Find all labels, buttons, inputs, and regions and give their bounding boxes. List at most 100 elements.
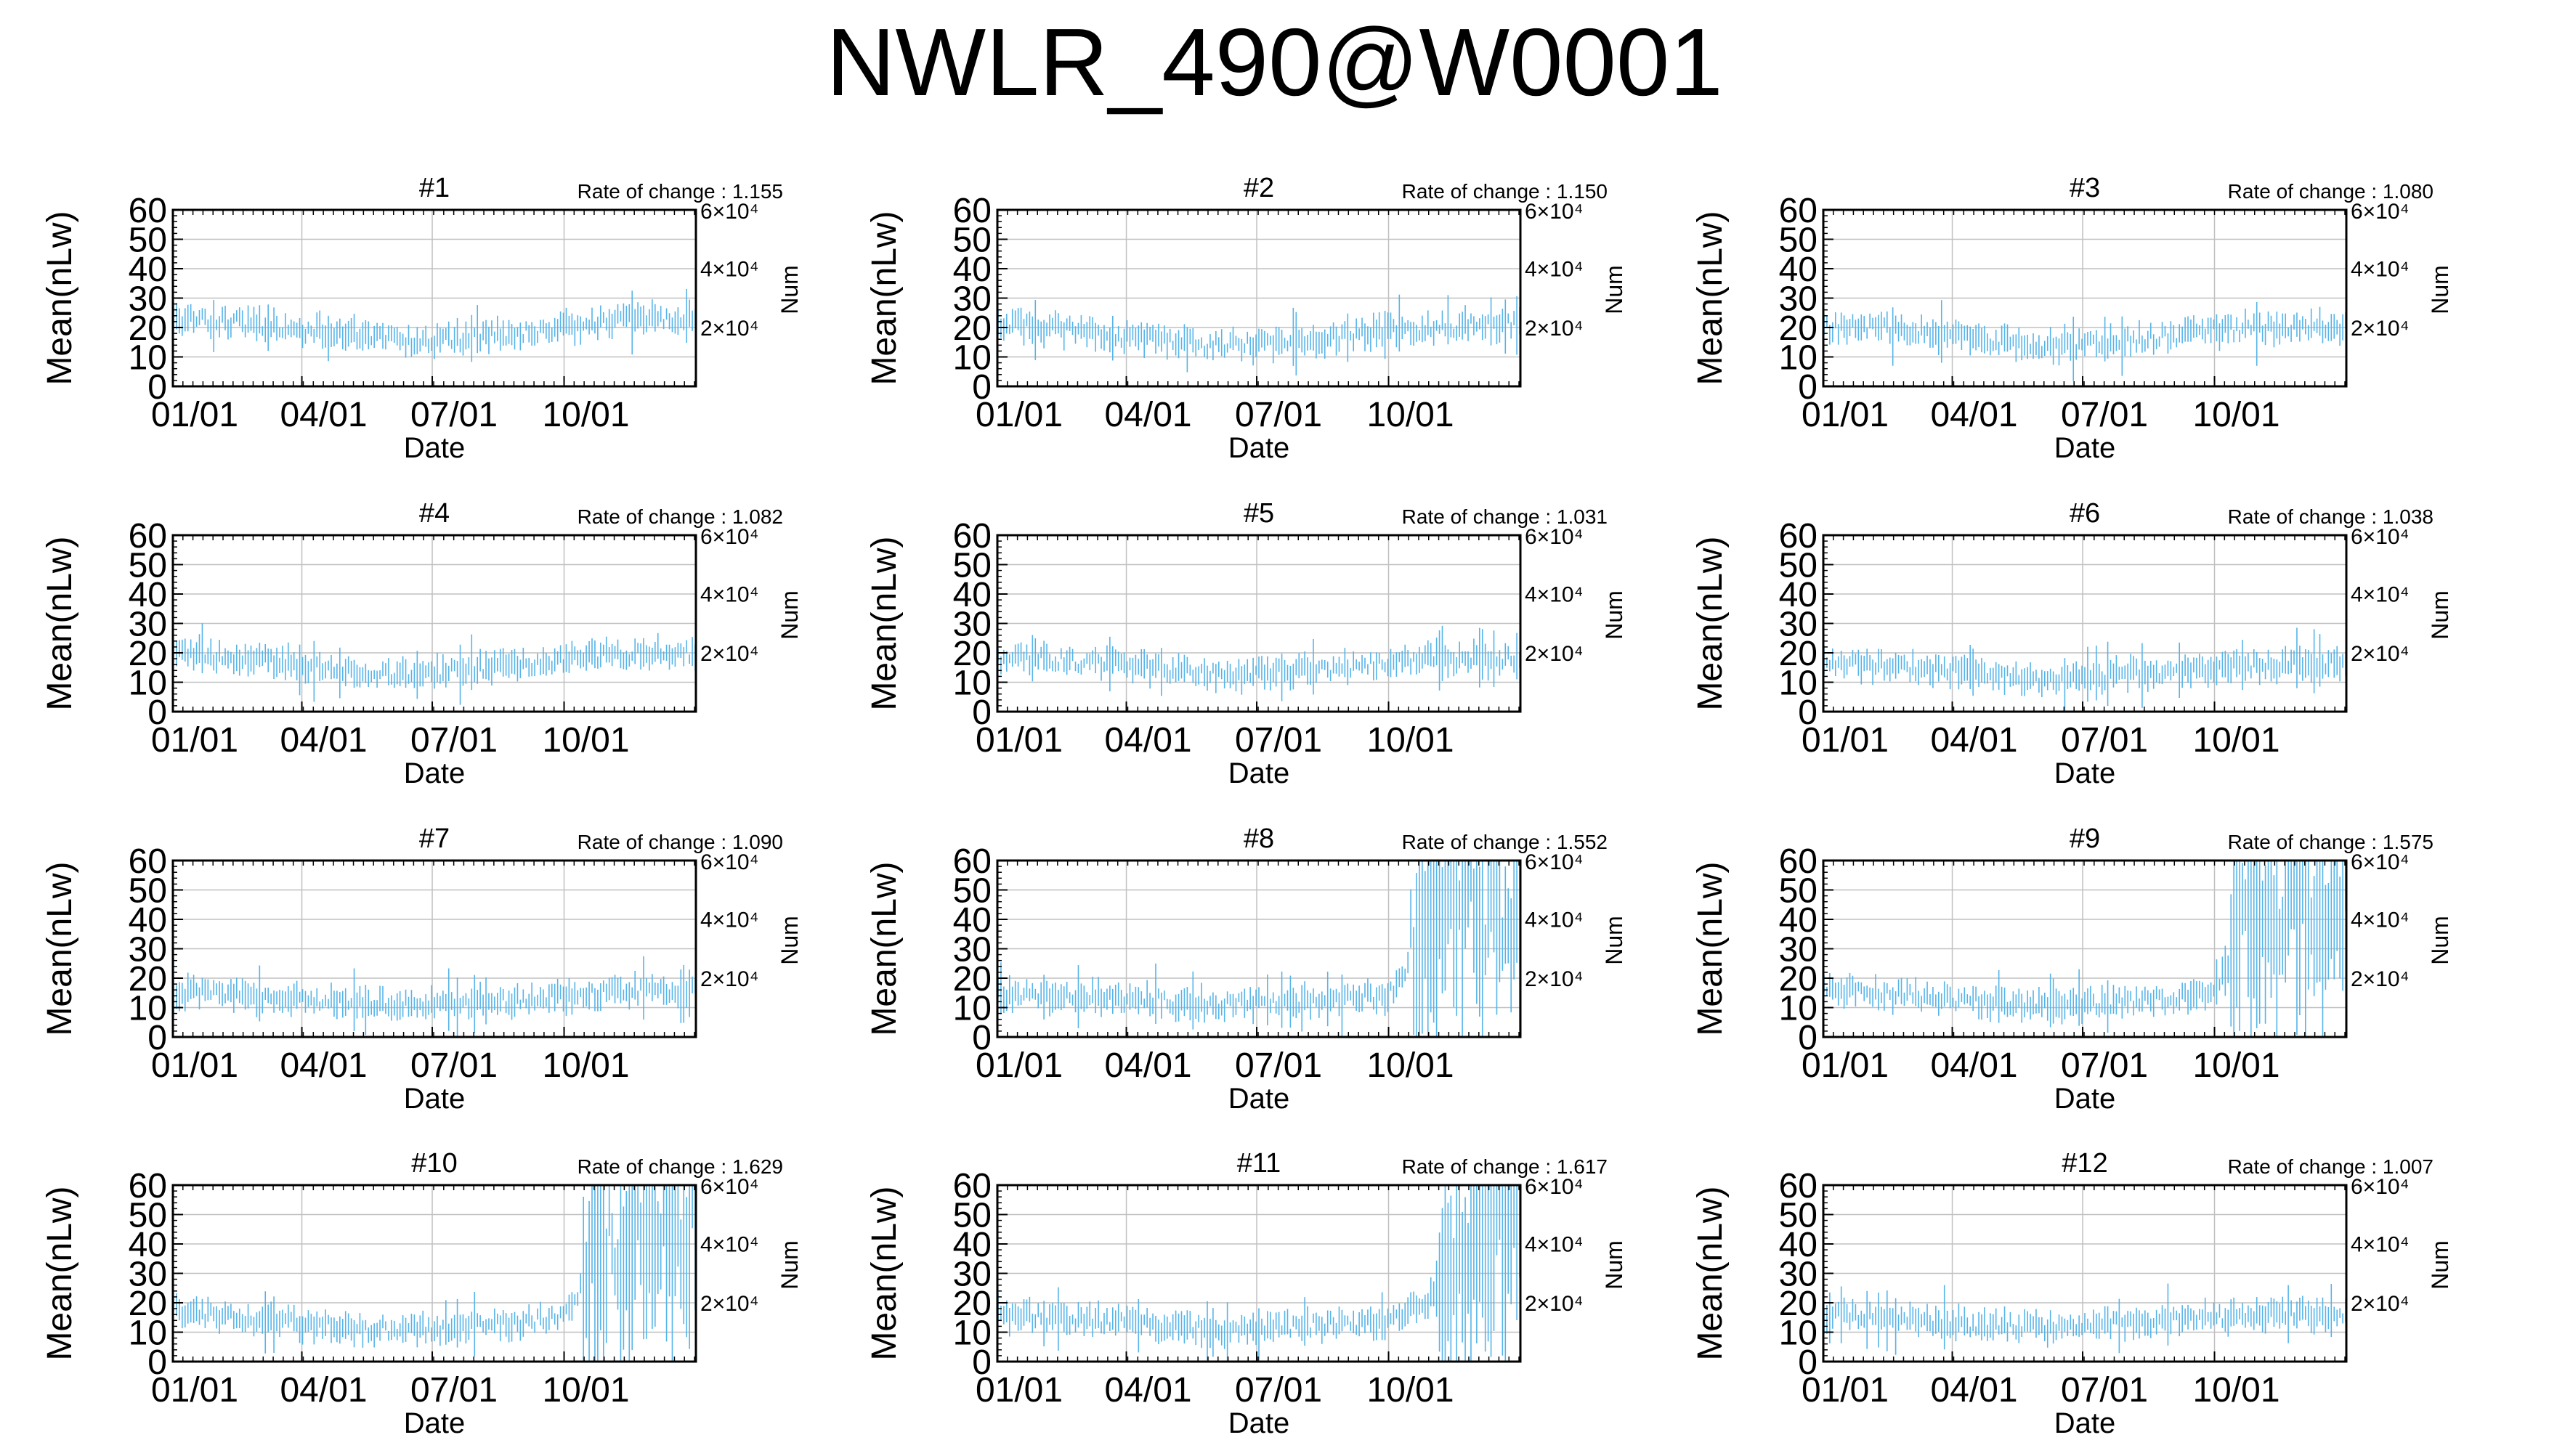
x-tick-label: 07/01 xyxy=(1235,1371,1322,1410)
x-tick-label: 10/01 xyxy=(2192,1046,2279,1085)
y-tick-label: 20 xyxy=(953,960,992,999)
x-tick-label: 07/01 xyxy=(410,1371,498,1410)
y-tick-label: 30 xyxy=(129,1256,167,1294)
panel-title: #8 xyxy=(1244,823,1274,854)
y-tick-label: 20 xyxy=(953,309,992,348)
series-errorbars xyxy=(1823,1283,2346,1355)
x-tick-label: 10/01 xyxy=(542,721,629,760)
y-tick-label: 10 xyxy=(1779,339,1817,378)
y-tick-label: 30 xyxy=(953,606,992,644)
x-tick-label: 10/01 xyxy=(542,1046,629,1085)
y-tick-label: 60 xyxy=(1779,842,1817,881)
y2-axis-label: Num xyxy=(777,916,803,965)
y-tick-label: 0 xyxy=(972,1019,992,1057)
y2-tick-label: 2×10⁴ xyxy=(1525,1292,1583,1316)
y2-tick-label: 4×10⁴ xyxy=(700,257,758,281)
x-tick-label: 04/01 xyxy=(1930,1046,2017,1085)
y-axis-label: Mean(nLw) xyxy=(41,861,79,1036)
y2-tick-label: 6×10⁴ xyxy=(1525,850,1583,874)
panel-title: #5 xyxy=(1244,498,1274,529)
series-errorbars xyxy=(997,1185,1520,1362)
series-errorbars xyxy=(1823,300,2346,381)
y2-tick-label: 4×10⁴ xyxy=(1525,582,1583,606)
y-tick-label: 20 xyxy=(129,309,167,348)
x-axis-label: Date xyxy=(404,1083,466,1115)
x-tick-label: 07/01 xyxy=(2061,396,2148,434)
x-tick-label: 07/01 xyxy=(410,396,498,434)
y-tick-label: 30 xyxy=(1779,280,1817,319)
y2-tick-label: 4×10⁴ xyxy=(700,582,758,606)
y-tick-label: 30 xyxy=(129,931,167,969)
y-tick-label: 50 xyxy=(1779,221,1817,260)
y2-axis-label: Num xyxy=(1601,590,1627,640)
x-tick-label: 01/01 xyxy=(976,1371,1063,1410)
y-axis-label: Mean(nLw) xyxy=(1691,536,1730,710)
rate-of-change-label: Rate of change : 1.038 xyxy=(2228,505,2433,528)
x-tick-label: 01/01 xyxy=(1802,396,1889,434)
series-errorbars xyxy=(997,861,1520,1037)
y-tick-label: 20 xyxy=(1779,309,1817,348)
y-tick-label: 50 xyxy=(953,221,992,260)
series-errorbars xyxy=(173,956,696,1037)
x-axis-label: Date xyxy=(2054,1083,2116,1115)
y-tick-label: 20 xyxy=(1779,635,1817,673)
y-axis-label: Mean(nLw) xyxy=(1691,861,1730,1036)
x-tick-label: 01/01 xyxy=(151,1371,238,1410)
x-tick-label: 04/01 xyxy=(1104,396,1191,434)
rate-of-change-label: Rate of change : 1.575 xyxy=(2228,831,2433,853)
y-tick-label: 40 xyxy=(953,901,992,940)
y-tick-label: 10 xyxy=(129,1314,167,1353)
y-tick-label: 40 xyxy=(129,251,167,289)
y-tick-label: 0 xyxy=(1798,368,1817,407)
series-errorbars xyxy=(1823,627,2346,711)
y-axis-label: Mean(nLw) xyxy=(865,536,904,710)
y-tick-label: 10 xyxy=(129,339,167,378)
y-tick-label: 0 xyxy=(147,1019,167,1057)
x-tick-label: 04/01 xyxy=(1930,396,2017,434)
rate-of-change-label: Rate of change : 1.629 xyxy=(578,1155,783,1178)
y-tick-label: 40 xyxy=(1779,576,1817,614)
x-axis-label: Date xyxy=(1228,432,1290,464)
panel-title: #7 xyxy=(419,823,450,854)
y2-tick-label: 6×10⁴ xyxy=(700,1175,758,1199)
x-tick-label: 04/01 xyxy=(280,721,367,760)
y2-tick-label: 2×10⁴ xyxy=(700,642,758,666)
y-tick-label: 50 xyxy=(1779,547,1817,585)
y2-tick-label: 4×10⁴ xyxy=(1525,1232,1583,1256)
y-tick-label: 30 xyxy=(953,931,992,969)
x-tick-label: 04/01 xyxy=(1104,1371,1191,1410)
x-tick-label: 04/01 xyxy=(1104,1046,1191,1085)
y-tick-label: 0 xyxy=(1798,694,1817,732)
x-tick-label: 07/01 xyxy=(2061,1371,2148,1410)
x-tick-label: 10/01 xyxy=(2192,1371,2279,1410)
x-tick-label: 10/01 xyxy=(1366,721,1454,760)
x-tick-label: 01/01 xyxy=(1802,1371,1889,1410)
panel-title: #1 xyxy=(419,173,450,203)
y-tick-label: 0 xyxy=(147,1343,167,1382)
y2-tick-label: 2×10⁴ xyxy=(2351,642,2409,666)
y-tick-label: 30 xyxy=(129,606,167,644)
y-tick-label: 40 xyxy=(1779,1226,1817,1264)
y2-tick-label: 4×10⁴ xyxy=(2351,908,2409,932)
y2-tick-label: 2×10⁴ xyxy=(2351,967,2409,991)
panel-title: #9 xyxy=(2070,823,2100,854)
y-tick-label: 30 xyxy=(953,280,992,319)
y2-axis-label: Num xyxy=(2427,590,2453,640)
y-tick-label: 30 xyxy=(1779,606,1817,644)
y2-tick-label: 2×10⁴ xyxy=(700,967,758,991)
x-axis-label: Date xyxy=(2054,1407,2116,1439)
panel-title: #12 xyxy=(2062,1148,2107,1179)
y-tick-label: 20 xyxy=(953,1285,992,1323)
y-tick-label: 60 xyxy=(129,842,167,881)
panel-title: #4 xyxy=(419,498,450,529)
y2-tick-label: 4×10⁴ xyxy=(1525,908,1583,932)
x-axis-label: Date xyxy=(2054,432,2116,464)
y2-tick-label: 2×10⁴ xyxy=(2351,317,2409,341)
y-tick-label: 60 xyxy=(129,192,167,230)
x-tick-label: 10/01 xyxy=(542,1371,629,1410)
